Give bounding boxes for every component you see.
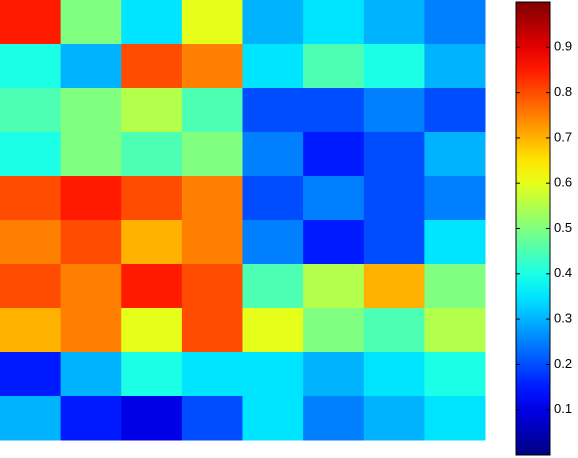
colorbar xyxy=(515,1,551,456)
heat-cell xyxy=(424,352,486,397)
heat-cell xyxy=(121,220,183,265)
heat-cell xyxy=(181,352,243,397)
heat-cell xyxy=(424,44,486,89)
colorbar-tick-label: 0.1 xyxy=(554,401,572,416)
colorbar-tick-label: 0.5 xyxy=(554,220,572,235)
heat-cell xyxy=(242,176,304,221)
heat-cell xyxy=(0,308,62,353)
colorbar-tick-label: 0.7 xyxy=(554,129,572,144)
heat-cell xyxy=(303,352,365,397)
heat-cell xyxy=(363,220,425,265)
heat-cell xyxy=(424,132,486,177)
heat-cell xyxy=(303,132,365,177)
heat-cell xyxy=(0,0,62,45)
heat-cell xyxy=(0,44,62,89)
heat-cell xyxy=(121,0,183,45)
heat-cell xyxy=(0,176,62,221)
heat-cell xyxy=(242,396,304,441)
heat-cell xyxy=(303,0,365,45)
heat-cell xyxy=(181,308,243,353)
heat-cell xyxy=(60,396,122,441)
heat-cell xyxy=(424,88,486,133)
heat-cell xyxy=(424,308,486,353)
heat-cell xyxy=(242,308,304,353)
heat-cell xyxy=(121,176,183,221)
colorbar-tick-label: 0.8 xyxy=(554,84,572,99)
heat-cell xyxy=(121,264,183,309)
heat-cell xyxy=(60,352,122,397)
heat-cell xyxy=(181,132,243,177)
heat-cell xyxy=(60,220,122,265)
heat-cell xyxy=(363,44,425,89)
heat-cell xyxy=(242,352,304,397)
heat-cell xyxy=(242,88,304,133)
heat-cell xyxy=(121,88,183,133)
heat-cell xyxy=(303,396,365,441)
heat-cell xyxy=(363,132,425,177)
colorbar-tick-label: 0.4 xyxy=(554,265,572,280)
heat-cell xyxy=(363,396,425,441)
colorbar-tick-label: 0.3 xyxy=(554,311,572,326)
heat-cell xyxy=(60,308,122,353)
heat-cell xyxy=(424,0,486,45)
heat-cell xyxy=(363,308,425,353)
heat-cell xyxy=(121,352,183,397)
heat-cell xyxy=(242,44,304,89)
heat-cell xyxy=(121,132,183,177)
heat-cell xyxy=(60,176,122,221)
heat-cell xyxy=(181,88,243,133)
heat-cell xyxy=(0,352,62,397)
heat-cell xyxy=(60,0,122,45)
heat-cell xyxy=(424,396,486,441)
heat-cell xyxy=(424,264,486,309)
heat-cell xyxy=(363,352,425,397)
heat-cell xyxy=(242,220,304,265)
heat-cell xyxy=(121,44,183,89)
heat-cell xyxy=(60,264,122,309)
heat-cell xyxy=(242,132,304,177)
heat-cell xyxy=(303,308,365,353)
heat-cell xyxy=(0,88,62,133)
heat-cell xyxy=(303,88,365,133)
heat-cell xyxy=(303,264,365,309)
heat-cell xyxy=(363,88,425,133)
heat-cell xyxy=(424,176,486,221)
heat-cell xyxy=(121,308,183,353)
heat-cell xyxy=(303,220,365,265)
heat-cell xyxy=(181,220,243,265)
heat-cell xyxy=(303,176,365,221)
heat-cell xyxy=(60,88,122,133)
heat-cell xyxy=(181,264,243,309)
colorbar-tick-label: 0.9 xyxy=(554,39,572,54)
heat-cell xyxy=(0,220,62,265)
heat-cell xyxy=(181,44,243,89)
heat-cell xyxy=(181,176,243,221)
heat-cell xyxy=(181,0,243,45)
heat-cell xyxy=(363,264,425,309)
heat-cell xyxy=(60,44,122,89)
heat-cell xyxy=(0,264,62,309)
heat-cell xyxy=(363,0,425,45)
heat-cell xyxy=(60,132,122,177)
colorbar-tick-label: 0.6 xyxy=(554,175,572,190)
heat-cell xyxy=(424,220,486,265)
heat-cell xyxy=(242,264,304,309)
heat-cell xyxy=(181,396,243,441)
heat-cell xyxy=(0,132,62,177)
heat-cell xyxy=(242,0,304,45)
colorbar-tick-label: 0.2 xyxy=(554,356,572,371)
heat-cell xyxy=(0,396,62,441)
heat-cell xyxy=(363,176,425,221)
heat-cell xyxy=(121,396,183,441)
heat-cell xyxy=(303,44,365,89)
